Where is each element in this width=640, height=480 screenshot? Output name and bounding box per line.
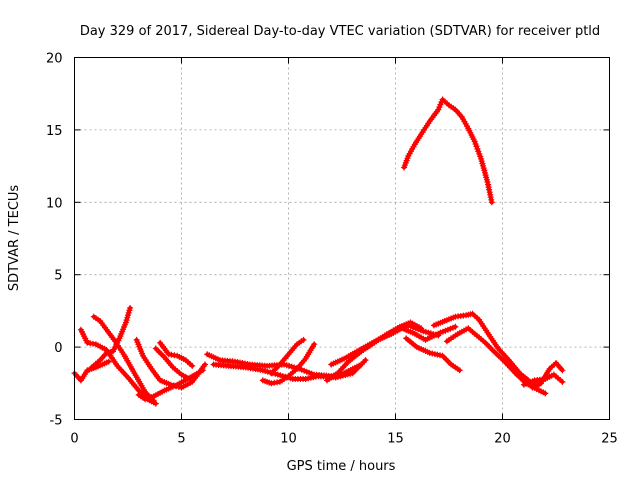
series-arc-8 <box>157 339 196 369</box>
data-point <box>542 390 549 397</box>
data-point <box>456 367 463 374</box>
series-arc-16 <box>403 335 463 374</box>
data-point <box>559 367 566 374</box>
y-tick-label: 15 <box>46 124 63 139</box>
x-tick-label: 5 <box>177 432 185 447</box>
data-point <box>167 381 174 388</box>
tick-layer: 0 5 10 15 20 25 -5 0 5 10 15 20 <box>46 52 618 447</box>
plot-frame <box>74 57 610 420</box>
data-point <box>311 341 318 348</box>
series-arc-20 <box>529 360 566 391</box>
y-tick-label: 20 <box>46 52 63 67</box>
series-arc-21 <box>401 96 495 206</box>
series-arc-6 <box>133 336 208 391</box>
data-point <box>105 358 112 365</box>
y-axis-label: SDTVAR / TECUs <box>7 185 22 292</box>
x-tick-label: 25 <box>601 432 618 447</box>
series-arc-15 <box>349 323 459 359</box>
x-tick-label: 10 <box>280 432 297 447</box>
data-point <box>202 361 208 368</box>
data-point <box>300 336 307 343</box>
data-point <box>452 323 459 330</box>
series-arc-7 <box>152 345 196 384</box>
series-arc-12 <box>268 336 307 377</box>
series-arc-14 <box>328 322 442 368</box>
data-point <box>488 199 495 206</box>
y-tick-label: 5 <box>54 269 62 284</box>
series-layer <box>71 96 566 407</box>
y-tick-label: -5 <box>50 414 63 429</box>
data-point <box>362 357 369 364</box>
x-axis-label: GPS time / hours <box>287 459 396 474</box>
data-point <box>189 362 196 369</box>
data-point <box>170 382 177 389</box>
series-arc-17 <box>431 310 542 388</box>
series-arc-11 <box>259 341 318 387</box>
x-tick-label: 20 <box>494 432 511 447</box>
series-arc-1 <box>71 358 112 384</box>
y-tick-label: 10 <box>46 196 63 211</box>
series-arc-4 <box>88 305 134 371</box>
chart-title: Day 329 of 2017, Sidereal Day-to-day VTE… <box>80 24 600 39</box>
x-tick-label: 15 <box>387 432 404 447</box>
data-point <box>127 305 134 311</box>
data-point <box>559 378 566 385</box>
x-tick-label: 0 <box>70 432 78 447</box>
data-point <box>189 377 196 384</box>
y-tick-label: 0 <box>54 341 62 356</box>
